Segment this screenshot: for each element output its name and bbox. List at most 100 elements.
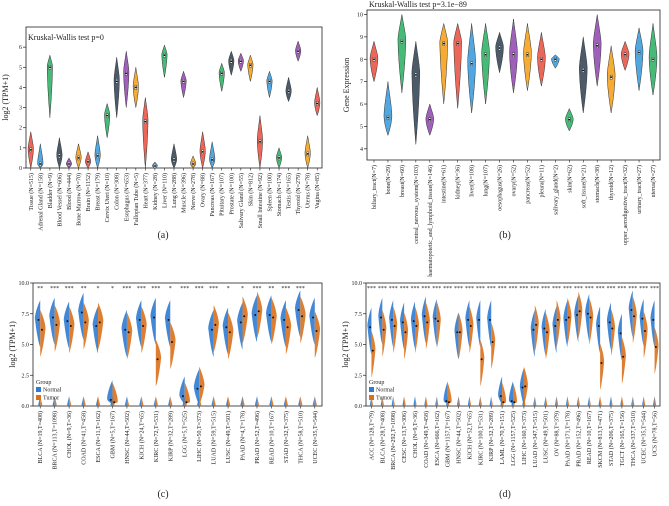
x-tick-label: Nerve (N=278) bbox=[190, 173, 197, 210]
x-tick-label: Ovary (N=88) bbox=[200, 173, 207, 207]
significance-mark: *** bbox=[585, 286, 594, 292]
median-point bbox=[201, 150, 204, 153]
median-point bbox=[414, 74, 417, 76]
normal-median bbox=[239, 321, 242, 324]
tumor-half-2 bbox=[393, 306, 398, 354]
tumor-half-19-tail bbox=[314, 396, 317, 406]
y-tick-label: 9 bbox=[360, 35, 363, 41]
x-tick-label: GBM (N=5,T=167) bbox=[109, 411, 116, 458]
y-axis-label: Gene Expression bbox=[342, 58, 351, 112]
median-point bbox=[39, 163, 42, 165]
y-tick-label: 1 bbox=[19, 146, 22, 152]
tumor-median bbox=[458, 331, 461, 334]
median-point bbox=[470, 62, 473, 65]
tumor-half-17-tail bbox=[285, 396, 288, 406]
tumor-median bbox=[393, 325, 396, 328]
normal-median bbox=[619, 332, 622, 335]
significance-mark: *** bbox=[552, 286, 561, 292]
x-tick-label: Testis (N=165) bbox=[286, 173, 293, 209]
median-point bbox=[554, 58, 557, 61]
normal-half-24 bbox=[628, 290, 633, 338]
y-tick-label: 10 bbox=[357, 12, 363, 18]
y-tick-label: 4 bbox=[360, 147, 363, 153]
tumor-half-16-tail bbox=[271, 396, 274, 406]
median-point bbox=[125, 72, 128, 75]
tumor-half-12 bbox=[213, 305, 219, 352]
median-point bbox=[652, 58, 654, 61]
normal-median bbox=[380, 316, 383, 319]
x-tick-label: ESCA (N=11,T=162) bbox=[95, 411, 102, 463]
normal-half-26 bbox=[650, 300, 655, 347]
tumor-half-18-tail bbox=[567, 396, 570, 406]
median-point bbox=[624, 53, 627, 56]
normal-median bbox=[225, 326, 228, 329]
tumor-half-7-tail bbox=[141, 396, 144, 406]
tumor-half-26-tail bbox=[654, 396, 657, 406]
y-tick-label: 7 bbox=[360, 80, 363, 86]
tumor-median bbox=[589, 316, 592, 319]
normal-half-3-tail bbox=[402, 396, 405, 406]
median-point bbox=[192, 163, 194, 165]
tumor-half-3 bbox=[404, 312, 409, 360]
tumor-median bbox=[426, 321, 429, 324]
normal-median bbox=[167, 318, 170, 321]
violin-19 bbox=[634, 27, 644, 91]
tumor-half-5 bbox=[112, 382, 118, 405]
x-tick-label: GBM (N=1157,T=167) bbox=[445, 411, 452, 467]
tumor-half-19 bbox=[314, 311, 321, 359]
y-tick-label: 4 bbox=[19, 85, 22, 91]
tumor-median bbox=[214, 323, 217, 326]
significance-mark: *** bbox=[180, 286, 189, 292]
x-tick-label: TGCT (N=165,T=156) bbox=[619, 411, 626, 466]
normal-half-14 bbox=[519, 367, 524, 405]
normal-median bbox=[95, 325, 98, 328]
panel-caption: (c) bbox=[157, 489, 168, 500]
x-tick-label: Brain (N=1152) bbox=[85, 173, 92, 211]
normal-median bbox=[423, 315, 426, 318]
y-tick-label: 6 bbox=[19, 45, 22, 51]
tumor-median bbox=[578, 310, 581, 313]
significance-mark: *** bbox=[563, 286, 572, 292]
tumor-half-12-tail bbox=[502, 396, 504, 406]
x-tick-label: skin(N=62) bbox=[566, 165, 573, 193]
tumor-half-21-tail bbox=[600, 396, 602, 406]
tumor-median bbox=[40, 328, 43, 331]
tumor-median bbox=[567, 316, 570, 319]
tumor-half-3 bbox=[83, 302, 89, 350]
tumor-half-19 bbox=[578, 291, 583, 339]
significance-mark: * bbox=[241, 286, 244, 292]
normal-half-7-tail bbox=[139, 396, 142, 406]
x-tick-label: BLCA (N=28,T=408) bbox=[379, 411, 386, 463]
normal-half-9 bbox=[465, 300, 470, 347]
normal-half-1 bbox=[49, 297, 55, 345]
normal-half-12-tail bbox=[500, 396, 503, 406]
x-tick-label: OV (N=88,T=379) bbox=[554, 411, 561, 456]
normal-median bbox=[37, 318, 40, 321]
normal-half-2 bbox=[63, 301, 70, 349]
normal-median bbox=[576, 313, 579, 316]
x-tick-label: UCEC (N=35,T=544) bbox=[641, 411, 648, 464]
x-tick-label: THCA (N=337,T=510) bbox=[630, 411, 637, 467]
x-tick-label: ovary(N=52) bbox=[511, 165, 518, 196]
significance-mark: *** bbox=[519, 286, 528, 292]
normal-half-21-tail bbox=[598, 396, 601, 406]
x-tick-label: soft_tissue(N=21) bbox=[580, 165, 587, 208]
tumor-half-14-tail bbox=[523, 396, 526, 406]
tumor-half-0 bbox=[371, 330, 376, 378]
normal-half-12-tail bbox=[211, 396, 214, 406]
x-tick-label: upper_aerodigestive_tract(N=32) bbox=[622, 165, 629, 245]
y-tick-label: 2.5 bbox=[22, 373, 30, 379]
x-tick-label: salivary_gland(N=2) bbox=[552, 165, 559, 215]
x-tick-label: HNSC (N=44,T=502) bbox=[456, 411, 463, 464]
tumor-median bbox=[513, 401, 516, 404]
tumor-median bbox=[199, 385, 202, 388]
normal-median bbox=[66, 320, 69, 323]
legend-label: Tumor bbox=[376, 396, 392, 402]
median-point bbox=[400, 40, 403, 43]
tumor-half-12 bbox=[502, 382, 507, 405]
normal-half-14-tail bbox=[240, 396, 243, 406]
x-tick-label: PAAD (N=4,T=178) bbox=[240, 411, 247, 461]
normal-half-2-tail bbox=[391, 396, 394, 406]
x-tick-label: Uterus (N=78) bbox=[305, 173, 312, 208]
x-tick-label: KIRC (N=72,T=531) bbox=[153, 411, 160, 462]
